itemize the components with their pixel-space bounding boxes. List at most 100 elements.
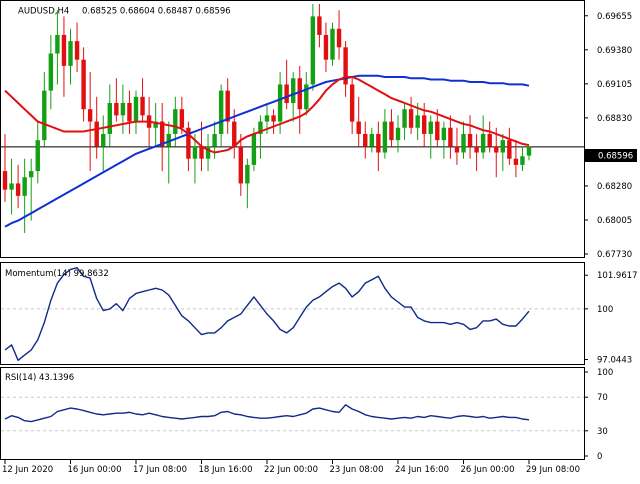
candle-body <box>520 156 525 165</box>
candle-body <box>205 146 211 159</box>
candle-body <box>192 146 198 159</box>
candle-body <box>127 103 132 122</box>
candle-body <box>395 127 401 141</box>
ma-slow-line <box>4 74 530 228</box>
candle-body <box>323 34 329 60</box>
rsi-panel-frame <box>0 367 585 460</box>
rsi-title: RSI(14) 43.1396 <box>5 373 74 383</box>
candle-body <box>29 171 34 178</box>
candle-body <box>363 133 368 147</box>
momentum-y-tick-label: 97.0443 <box>597 356 632 366</box>
candle-body <box>454 146 460 153</box>
candle-body <box>42 90 47 141</box>
candle-body <box>133 96 139 122</box>
x-tick-label: 18 Jun 16:00 <box>199 465 253 475</box>
candle-body <box>507 140 512 159</box>
candle-body <box>81 59 86 110</box>
candle-body <box>87 109 93 122</box>
price-y-tick-label: 0.68005 <box>597 216 632 226</box>
grid-layer <box>1 146 584 432</box>
candle-body <box>435 121 440 141</box>
candle-body <box>317 16 322 35</box>
candle-body <box>264 115 270 122</box>
candle-body <box>297 78 302 110</box>
candle-body <box>389 121 394 141</box>
candle-body <box>408 109 414 128</box>
candle-body <box>343 47 348 85</box>
indicator-layer <box>4 267 530 423</box>
candle-body <box>140 96 145 116</box>
chart-ohlc-label: 0.68525 0.68604 0.68487 0.68596 <box>82 7 231 17</box>
x-tick-label: 29 Jun 08:00 <box>526 465 580 475</box>
candle-body <box>48 53 54 91</box>
candle-body <box>68 41 73 66</box>
candle-body <box>277 84 283 122</box>
candle-body <box>166 133 171 147</box>
current-price-tag <box>585 149 637 162</box>
candle-body <box>336 28 342 48</box>
rsi-y-tick-label: 30 <box>597 427 608 437</box>
candle-body <box>212 133 217 147</box>
candle-body <box>428 121 433 134</box>
x-tick-label: 12 Jun 2020 <box>2 465 53 475</box>
candle-body <box>376 133 381 153</box>
candle-body <box>284 84 289 104</box>
price-y-tick-label: 0.69105 <box>597 80 632 90</box>
candle-body <box>304 84 309 110</box>
current-price-label: 0.68596 <box>598 152 633 162</box>
candle-body <box>120 103 126 116</box>
candle-body <box>480 133 486 153</box>
candle-body <box>526 146 532 156</box>
candle-body <box>218 90 224 134</box>
candle-body <box>22 177 27 196</box>
candle-body <box>330 28 335 60</box>
candle-body <box>356 121 361 134</box>
candle-body <box>179 109 185 128</box>
candle-body <box>487 133 492 147</box>
candle-body <box>513 158 519 165</box>
candle-body <box>225 90 230 122</box>
candle-body <box>245 164 250 184</box>
candle-body <box>94 121 99 147</box>
candle-body <box>461 133 466 153</box>
rsi-y-tick-label: 70 <box>597 393 608 403</box>
ma-fast-line <box>4 76 530 154</box>
candle-body <box>415 115 420 128</box>
candle-body <box>474 146 479 153</box>
candle-body <box>369 133 374 147</box>
price-panel-frame <box>0 0 585 258</box>
price-y-tick-label: 0.67730 <box>597 250 632 260</box>
candle-body <box>271 115 276 122</box>
candle-body <box>55 34 60 54</box>
candle-body <box>232 121 237 147</box>
candle-body <box>186 127 191 159</box>
price-series-layer <box>2 4 532 233</box>
momentum-title: Momentum(14) 99.8632 <box>5 269 109 279</box>
price-y-tick-label: 0.69655 <box>597 12 632 22</box>
candle-body <box>500 140 505 153</box>
x-tick-label: 22 Jun 00:00 <box>264 465 318 475</box>
chart-symbol-label: AUDUSD,H4 <box>18 7 69 17</box>
candle-body <box>199 146 204 159</box>
momentum-line <box>4 267 530 361</box>
candle-body <box>258 121 263 134</box>
candle-body <box>382 121 388 153</box>
candle-body <box>238 146 243 184</box>
candle-body <box>153 121 158 128</box>
x-tick-label: 26 Jun 00:00 <box>461 465 515 475</box>
price-y-tick-label: 0.68280 <box>597 182 632 192</box>
candle-body <box>251 133 257 165</box>
candle-body <box>310 16 316 85</box>
candle-body <box>467 133 473 147</box>
momentum-y-tick-label: 101.9617 <box>597 271 638 281</box>
candle-body <box>61 34 67 66</box>
candle-body <box>494 146 499 153</box>
candle-body <box>74 41 80 60</box>
candle-body <box>107 103 112 134</box>
price-y-tick-label: 0.68830 <box>597 114 632 124</box>
candle-body <box>422 115 427 134</box>
candle-body <box>160 121 165 147</box>
candle-body <box>101 133 106 147</box>
